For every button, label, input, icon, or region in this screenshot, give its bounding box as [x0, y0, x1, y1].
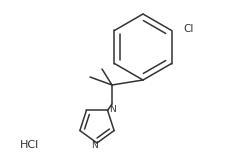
Text: N: N [90, 141, 97, 150]
Text: Cl: Cl [183, 23, 193, 33]
Text: N: N [109, 105, 115, 114]
Text: HCl: HCl [20, 140, 39, 150]
